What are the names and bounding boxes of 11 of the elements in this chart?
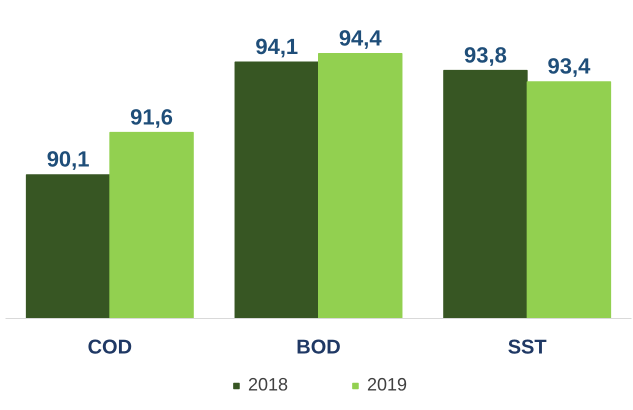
legend-label: 2018 [248,374,288,396]
data-label: 94,4 [338,26,382,50]
data-label: 91,6 [130,104,173,130]
x-tick-label: SST [508,336,547,358]
data-label: 94,1 [255,34,298,59]
legend-label: 2019 [367,374,408,396]
x-tick-label: COD [88,336,132,358]
data-label: 90,1 [46,146,90,172]
x-tick-label: BOD [296,336,341,358]
data-label: 93,8 [464,42,507,68]
data-label: 93,4 [547,54,592,79]
